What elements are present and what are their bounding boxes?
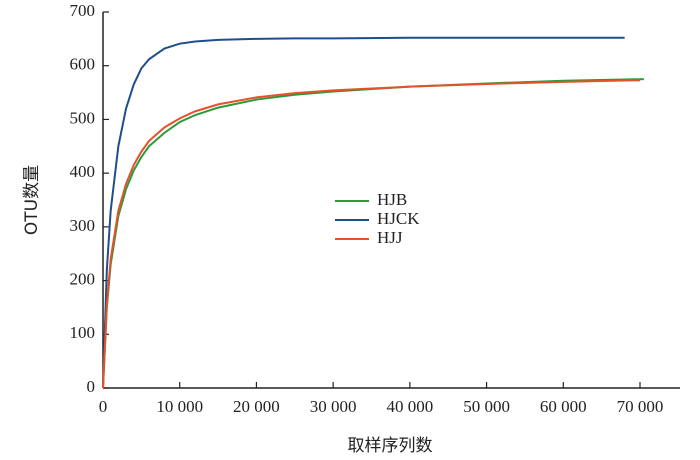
x-axis-label: 取样序列数 [348, 436, 433, 456]
y-axis-label: OTU数量 [22, 165, 42, 235]
series-line [102, 78, 644, 389]
legend-label: HJJ [377, 228, 403, 247]
series-line [102, 36, 625, 389]
y-tick-label: 700 [70, 1, 96, 20]
x-tick-label: 60 000 [540, 397, 587, 416]
y-tick-label: 300 [70, 216, 96, 235]
legend-label: HJCK [377, 209, 420, 228]
y-tick-label: 600 [70, 55, 96, 74]
x-tick-label: 70 000 [617, 397, 664, 416]
y-tick-label: 500 [70, 108, 96, 127]
series-line [102, 79, 641, 389]
x-tick-label: 30 000 [310, 397, 357, 416]
legend-label: HJB [377, 190, 407, 209]
y-tick-label: 400 [70, 162, 96, 181]
x-tick-label: 50 000 [463, 397, 510, 416]
x-tick-label: 40 000 [386, 397, 433, 416]
x-tick-label: 0 [99, 397, 108, 416]
y-tick-label: 100 [70, 323, 96, 342]
x-tick-label: 10 000 [156, 397, 203, 416]
y-tick-label: 200 [70, 269, 96, 288]
y-tick-label: 0 [87, 377, 96, 396]
x-tick-label: 20 000 [233, 397, 280, 416]
